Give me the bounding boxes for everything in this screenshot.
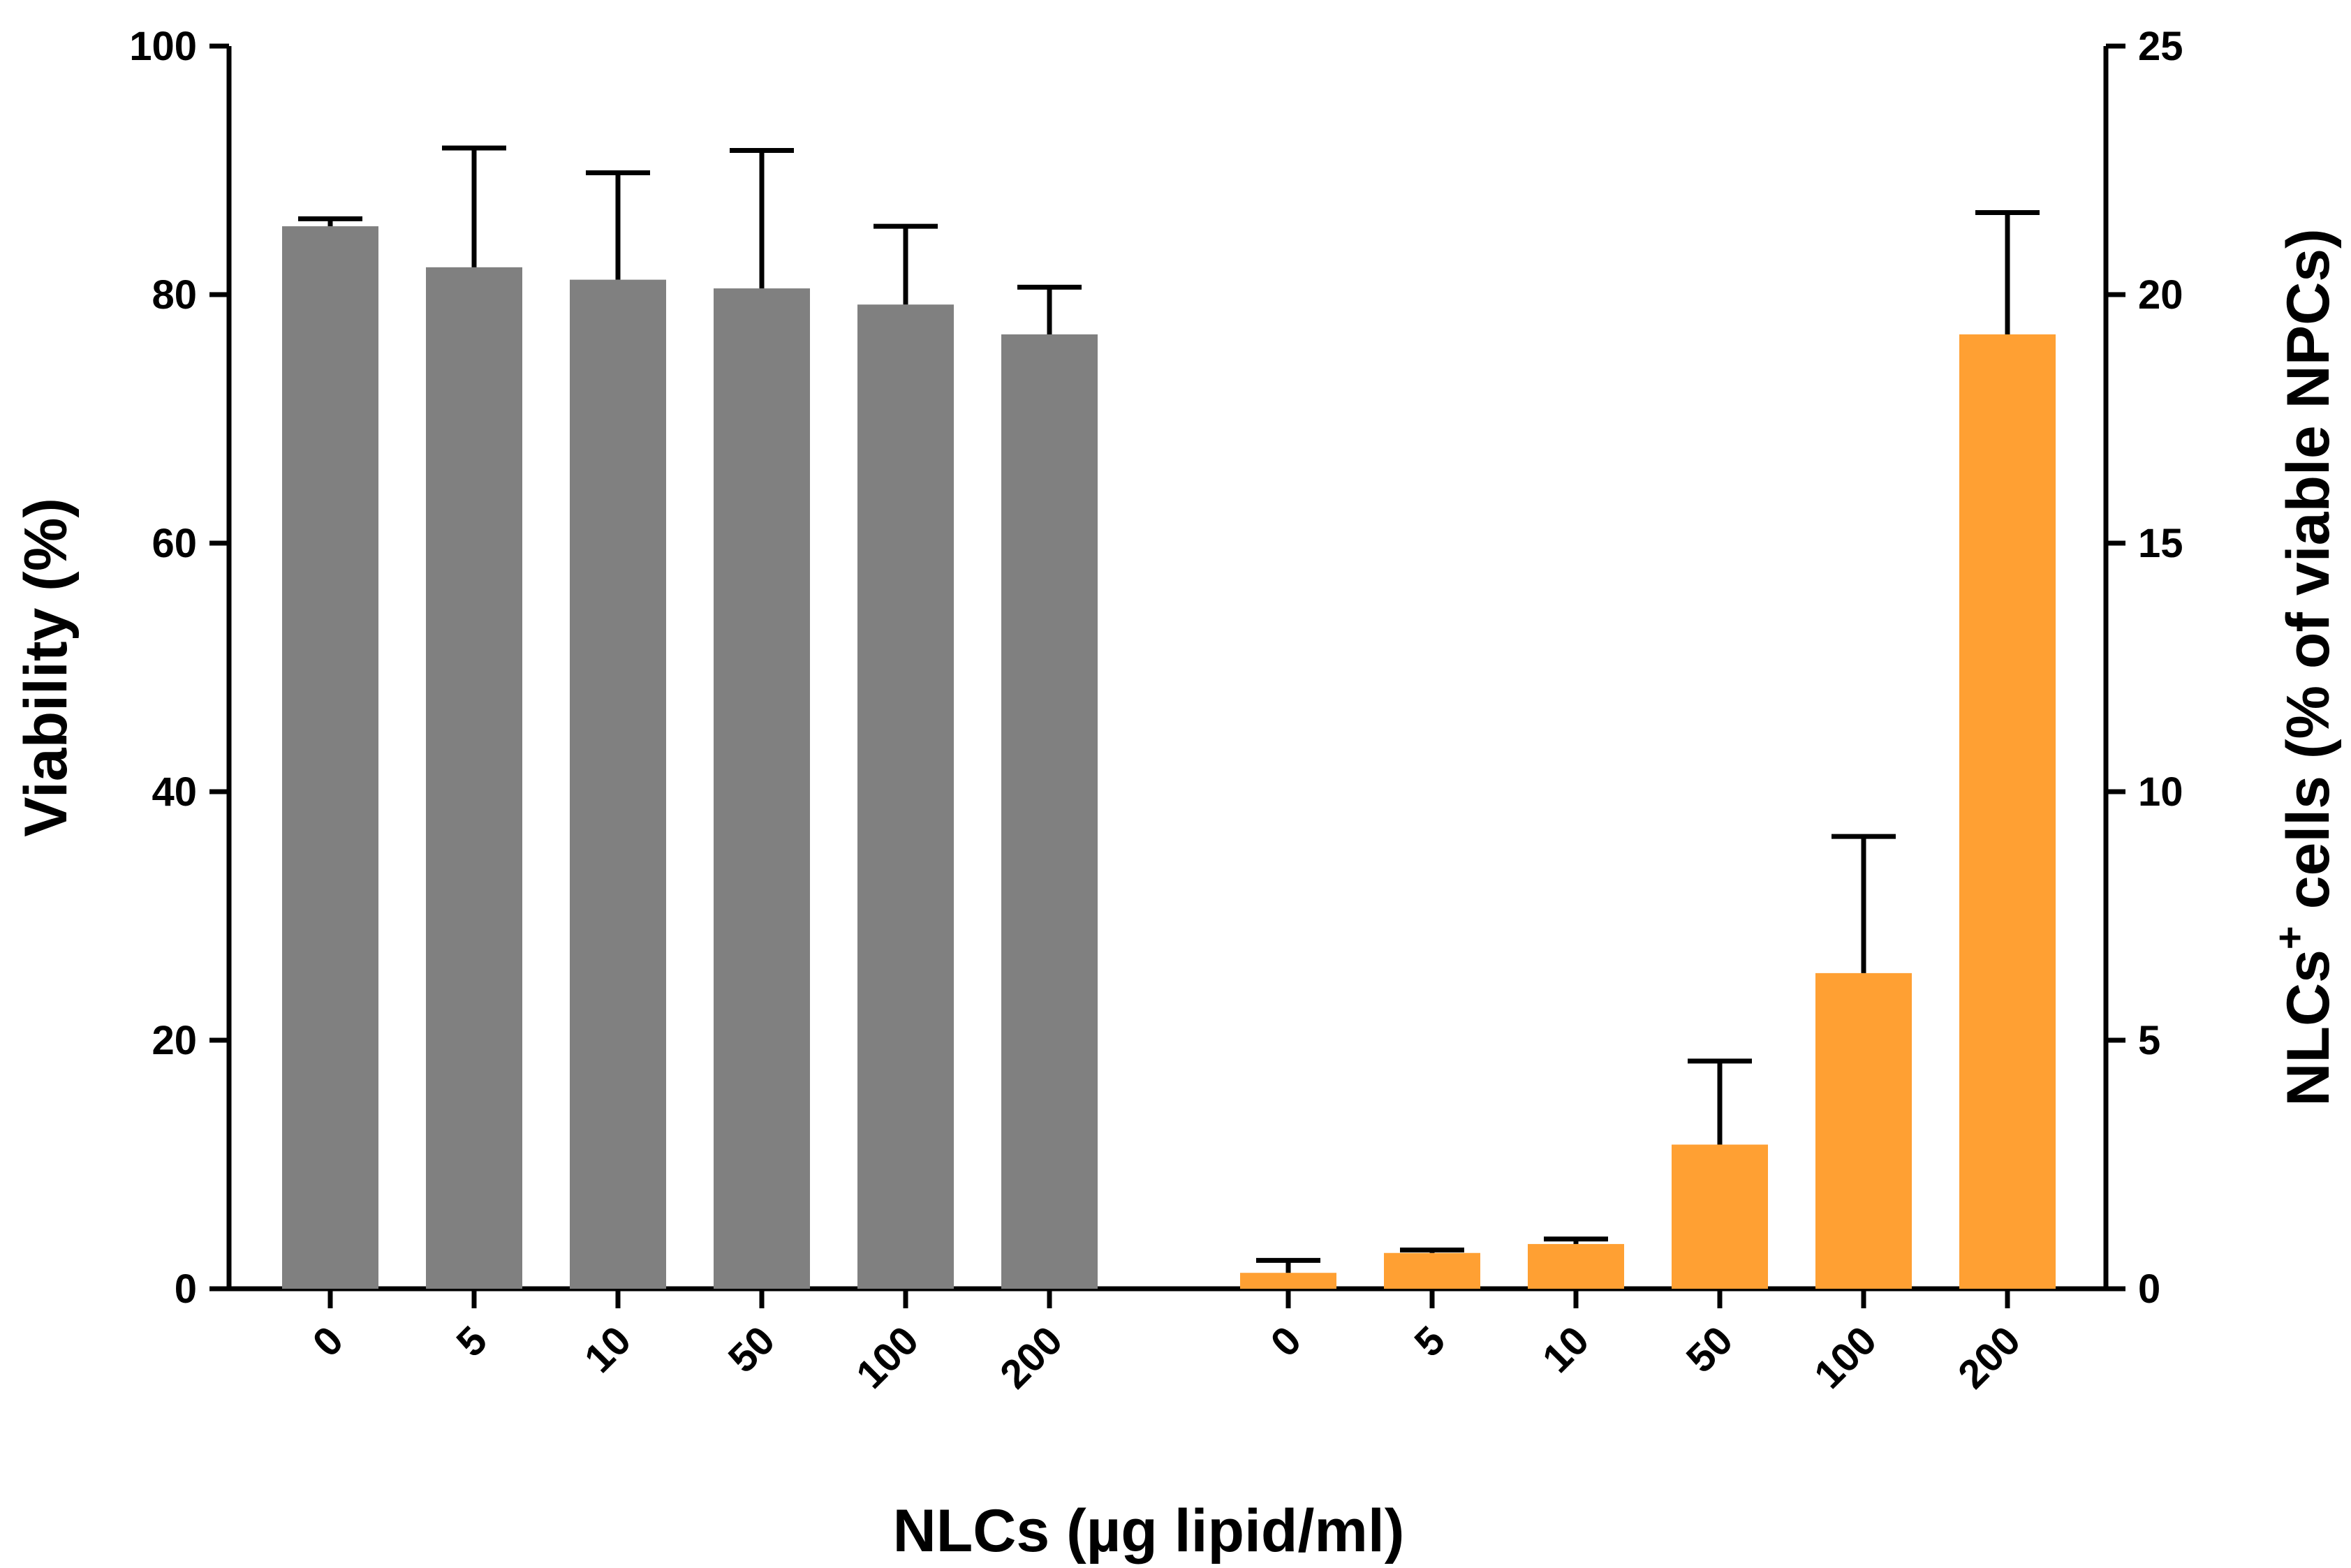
left-tick-label: 0 (175, 1266, 197, 1312)
x-tick-label: 5 (1406, 1317, 1454, 1366)
left-tick-label: 80 (152, 272, 197, 318)
right-tick-label: 5 (2138, 1018, 2160, 1063)
x-tick-label: 200 (1950, 1317, 2029, 1397)
left-tick-label: 40 (152, 769, 197, 815)
left-tick-label: 60 (152, 521, 197, 566)
x-tick-label: 10 (1534, 1317, 1598, 1382)
bar-marks (282, 226, 2056, 1289)
right-y-axis-title-sup: + (2267, 926, 2313, 949)
right-tick-label: 10 (2138, 769, 2183, 815)
plot-frame (226, 46, 2109, 1292)
x-tick-label: 5 (448, 1317, 496, 1366)
bar (426, 267, 522, 1289)
right-axis-ticks: 0 5 10 15 20 25 (2106, 24, 2183, 1312)
x-tick-label: 100 (1806, 1317, 1885, 1397)
right-y-axis-title-tail: cells (% of viable NPCs) (2275, 228, 2342, 926)
right-tick-label: 20 (2138, 272, 2183, 318)
x-tick-label: 0 (1262, 1317, 1310, 1366)
bar (1384, 1252, 1480, 1289)
bar (1240, 1273, 1336, 1289)
bar (857, 304, 954, 1289)
bar (1528, 1243, 1624, 1289)
x-tick-label: 50 (720, 1317, 784, 1382)
x-tick-label: 200 (992, 1317, 1071, 1397)
error-bar-marks (298, 145, 2040, 1273)
x-axis-title: NLCs (µg lipid/ml) (893, 1497, 1405, 1565)
left-axis-ticks: 0 20 40 60 80 100 (129, 24, 229, 1312)
right-tick-label: 15 (2138, 521, 2183, 566)
bar (570, 279, 666, 1289)
x-tick-label: 100 (848, 1317, 927, 1397)
x-tick-label: 0 (304, 1317, 352, 1366)
bar (1959, 334, 2056, 1289)
right-y-axis-title: NLCs+ cells (% of viable NPCs) (2267, 228, 2342, 1106)
x-axis-ticks: 0 5 10 50 100 200 0 5 10 50 100 200 (304, 1289, 2029, 1398)
left-tick-label: 20 (152, 1018, 197, 1063)
bar (1672, 1144, 1768, 1289)
right-tick-label: 0 (2138, 1266, 2160, 1312)
bar (1001, 334, 1098, 1289)
left-y-axis-title: Viability (%) (13, 498, 80, 837)
bar (1815, 972, 1912, 1289)
right-tick-label: 25 (2138, 24, 2183, 69)
bar (714, 288, 810, 1289)
x-tick-label: 10 (576, 1317, 640, 1382)
x-tick-label: 50 (1678, 1317, 1742, 1382)
bar (282, 226, 378, 1289)
left-tick-label: 100 (129, 24, 197, 69)
right-y-axis-title-main: NLCs (2275, 949, 2342, 1107)
